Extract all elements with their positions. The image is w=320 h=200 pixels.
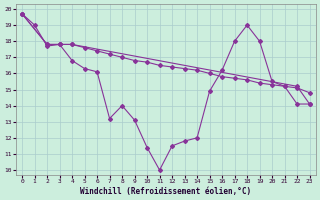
X-axis label: Windchill (Refroidissement éolien,°C): Windchill (Refroidissement éolien,°C) [80,187,252,196]
